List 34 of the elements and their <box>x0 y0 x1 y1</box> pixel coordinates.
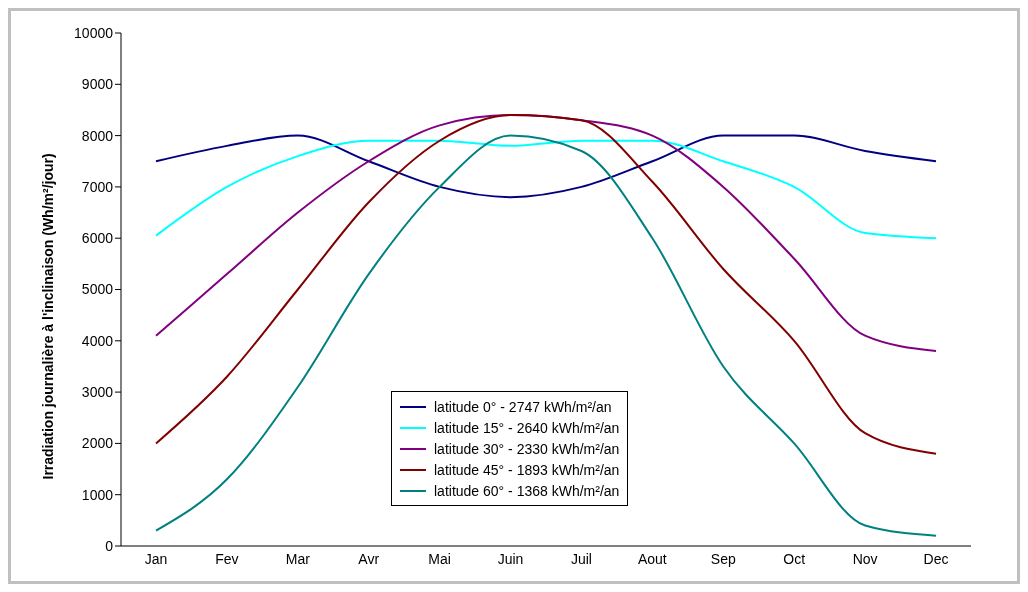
y-tick-label: 3000 <box>81 384 114 401</box>
x-tick-label: Dec <box>923 550 949 567</box>
y-tick-label: 5000 <box>81 281 114 298</box>
y-tick-label: 10000 <box>74 24 114 41</box>
legend-label: latitude 30° - 2330 kWh/m²/an <box>434 440 620 457</box>
line-series <box>155 134 937 199</box>
y-tick-label: 1000 <box>81 486 114 503</box>
line-series <box>155 134 937 537</box>
y-axis-title: Irradiation journalière à l'inclinaison (Wh/m²/jour) <box>39 153 56 480</box>
x-tick-label: Juin <box>497 550 524 567</box>
legend-label: latitude 0° - 2747 kWh/m²/an <box>434 398 612 415</box>
legend-label: latitude 15° - 2640 kWh/m²/an <box>434 419 620 436</box>
legend-label: latitude 60° - 1368 kWh/m²/an <box>434 482 620 499</box>
legend-label: latitude 45° - 1893 kWh/m²/an <box>434 461 620 478</box>
y-tick-label: 7000 <box>81 178 114 195</box>
y-tick-label: 4000 <box>81 332 114 349</box>
y-tick-label: 2000 <box>81 435 114 452</box>
x-tick-label: Avr <box>358 550 380 567</box>
line-series <box>155 139 937 240</box>
y-tick-label: 9000 <box>81 76 114 93</box>
x-tick-label: Fev <box>215 550 239 567</box>
x-tick-label: Mar <box>285 550 311 567</box>
x-tick-label: Mai <box>428 550 451 567</box>
x-tick-label: Juil <box>570 550 592 567</box>
x-tick-label: Aout <box>637 550 667 567</box>
x-tick-label: Nov <box>852 550 878 567</box>
x-tick-label: Oct <box>783 550 806 567</box>
y-tick-label: 0 <box>105 537 114 554</box>
x-tick-label: Jan <box>144 550 168 567</box>
y-tick-label: 6000 <box>81 230 114 247</box>
x-tick-label: Sep <box>710 550 736 567</box>
line-series <box>155 114 937 353</box>
line-series <box>155 114 937 455</box>
y-tick-label: 8000 <box>81 127 114 144</box>
